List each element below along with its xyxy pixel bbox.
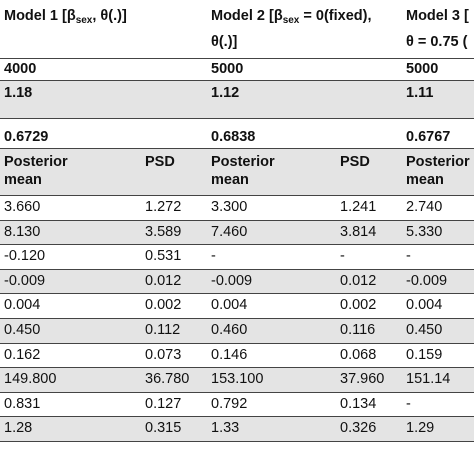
table-cell: -0.009 (211, 272, 253, 289)
table-cell: 151.14 (406, 371, 451, 388)
table-cell: Posterior mean (406, 154, 470, 188)
table-cell: 149.800 (4, 371, 57, 388)
table-cell: 0.112 (145, 322, 181, 338)
table-cell: 0.004 (4, 297, 41, 314)
table-cell: 0.326 (340, 420, 377, 437)
table-cell: -0.009 (4, 272, 46, 289)
table-row: 0.450 0.112 0.460 0.116 0.450 (0, 318, 474, 343)
table-cell: 0.831 (4, 395, 41, 412)
table-cell: 0.116 (340, 322, 376, 338)
table-row: 0.162 0.073 0.146 0.068 0.159 (0, 342, 474, 368)
table-cell: 0.6838 (211, 129, 256, 145)
table-row: 0.6729 0.6838 0.6767 (0, 118, 474, 148)
table-cell: PSD (145, 154, 175, 170)
table-cell: - (406, 395, 411, 412)
table-cell: 1.18 (4, 85, 33, 101)
table-cell: 0.159 (406, 346, 443, 363)
table-cell: 0.127 (145, 395, 182, 412)
table-row: 0.831 0.127 0.792 0.134 - (0, 391, 474, 417)
table-cell: -0.009 (406, 272, 448, 289)
header-cell: θ = 0.75 ( (406, 33, 467, 52)
table-cell: 0.450 (4, 322, 41, 338)
table-cell: 5.330 (406, 223, 443, 240)
header-text: Model 2 [β (211, 8, 283, 24)
table-cell: - (211, 248, 216, 265)
table-cell: 0.315 (145, 420, 182, 437)
header-text: θ = 0.75 ( (406, 34, 468, 50)
header-cell: Model 2 [βsex = 0(fixed), (211, 7, 372, 30)
table-cell: - (406, 248, 411, 265)
table-cell: 0.002 (145, 297, 182, 314)
table-cell: 1.11 (406, 85, 434, 101)
header-text: θ(.)] (211, 34, 238, 50)
table-cell: 0.460 (211, 322, 248, 338)
table-row: 1.18 1.12 1.11 (0, 80, 474, 118)
header-cell: Model 1 [βsex, θ(.)] (4, 7, 127, 30)
table-row: 4000 5000 5000 (0, 58, 474, 80)
subscript: sex (282, 15, 300, 26)
table-cell: 153.100 (211, 371, 264, 388)
table-cell: 7.460 (211, 223, 248, 240)
table-row: 149.800 36.780 153.100 37.960 151.14 (0, 367, 474, 392)
table-cell: 37.960 (340, 371, 385, 388)
header-text: Model 1 [β (4, 8, 76, 24)
header-text: Model 3 [ (406, 8, 469, 24)
table-cell: 0.012 (145, 272, 182, 289)
table-cell: 0.146 (211, 346, 248, 363)
table-cell: 3.589 (145, 223, 182, 240)
table-cell: - (340, 248, 345, 265)
table-row: 0.004 0.002 0.004 0.002 0.004 (0, 293, 474, 318)
header-text: = 0(fixed), (299, 8, 372, 24)
header-row: Model 1 [βsex, θ(.)] Model 2 [βsex = 0(fi… (0, 0, 474, 58)
bottom-rule (0, 441, 474, 442)
table-cell: 0.162 (4, 346, 41, 363)
table-cell: 0.002 (340, 297, 377, 314)
table-cell: 1.12 (211, 85, 240, 101)
table-cell: 0.012 (340, 272, 377, 289)
table-cell: Posterior mean (4, 154, 68, 188)
table-cell: 1.33 (211, 420, 240, 437)
table-cell: 0.6767 (406, 129, 451, 145)
table-cell: 5000 (211, 61, 244, 77)
table-cell: 1.241 (340, 199, 377, 215)
table-cell: 0.004 (211, 297, 248, 314)
header-text: , θ(.)] (92, 8, 127, 24)
table-cell: 4000 (4, 61, 37, 77)
table-cell: 0.068 (340, 346, 377, 363)
table-cell: 0.531 (145, 248, 182, 265)
table-cell: 1.29 (406, 420, 435, 437)
table-row: 8.130 3.589 7.460 3.814 5.330 (0, 219, 474, 245)
table-cell: 0.004 (406, 297, 443, 314)
table-cell: PSD (340, 154, 370, 170)
table-cell: 0.6729 (4, 129, 49, 145)
table-cell: Posterior mean (211, 154, 275, 188)
table-cell: 0.792 (211, 395, 248, 412)
table-row: -0.009 0.012 -0.009 0.012 -0.009 (0, 268, 474, 294)
table-cell: 1.28 (4, 420, 33, 437)
table-cell: 0.450 (406, 322, 443, 338)
table-cell: 0.134 (340, 395, 377, 412)
table-cell: 3.300 (211, 199, 248, 215)
table-row: 3.660 1.272 3.300 1.241 2.740 (0, 195, 474, 220)
header-cell: Model 3 [ (406, 7, 469, 26)
subscript: sex (75, 15, 93, 26)
table-row: 1.28 0.315 1.33 0.326 1.29 (0, 416, 474, 441)
table-cell: 0.073 (145, 346, 182, 363)
table-cell: 3.814 (340, 223, 377, 240)
table-cell: 3.660 (4, 199, 41, 215)
table-cell: 8.130 (4, 223, 41, 240)
table-cell: -0.120 (4, 248, 46, 265)
table-cell: 36.780 (145, 371, 190, 388)
table-cell: 1.272 (145, 199, 182, 215)
table-row: -0.120 0.531 - - - (0, 244, 474, 269)
table-row: Posterior mean PSD Posterior mean PSD Poster… (0, 148, 474, 195)
header-cell: θ(.)] (211, 33, 237, 52)
table-cell: 5000 (406, 61, 439, 77)
table-cell: 2.740 (406, 199, 443, 215)
